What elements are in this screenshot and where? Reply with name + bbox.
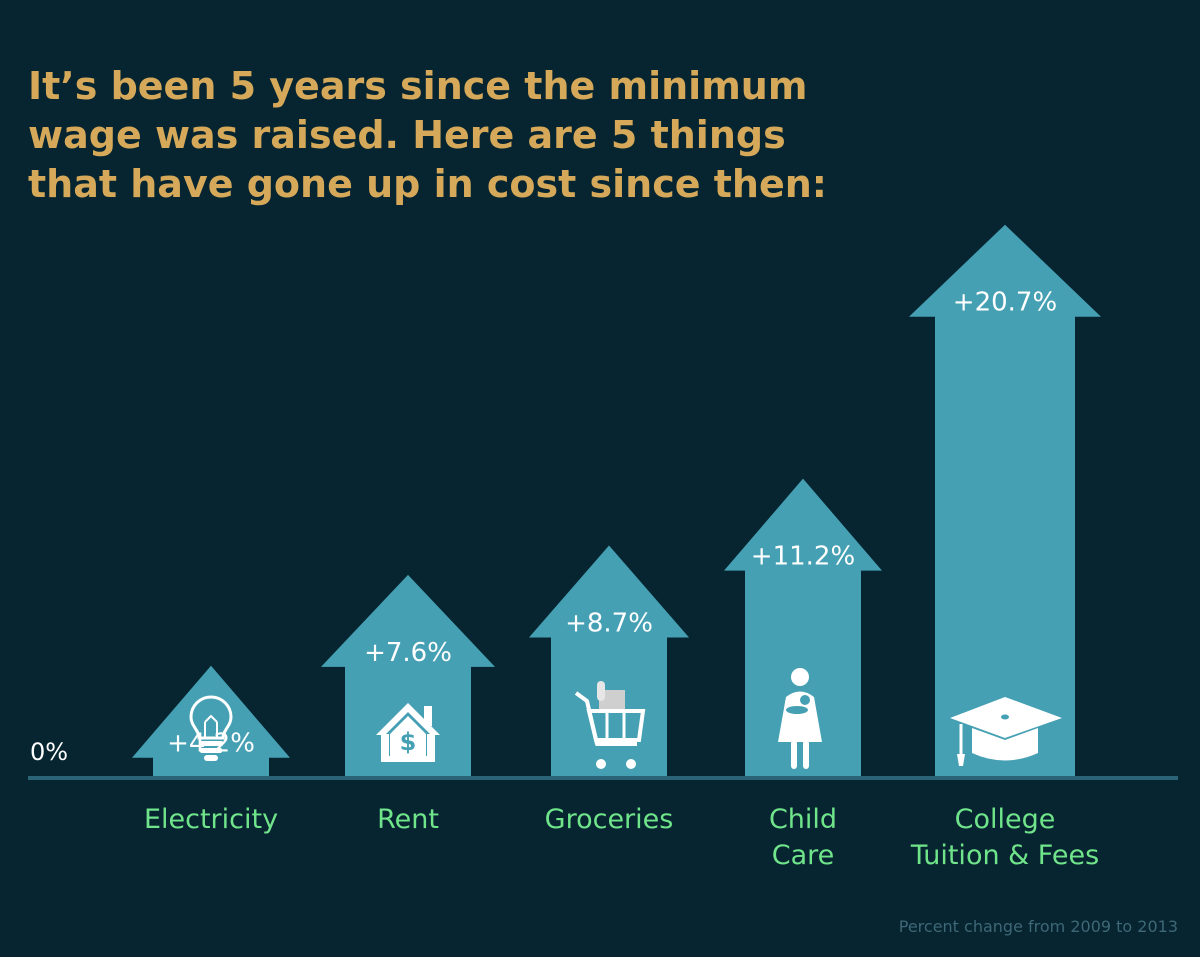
- bar-group: +4.2%Electricity: [132, 665, 290, 835]
- shopping-cart-icon: [574, 681, 646, 769]
- bar-group: +8.7% Groceries: [529, 545, 689, 835]
- bar-arrow: [909, 224, 1101, 776]
- bar-arrow: [724, 478, 882, 776]
- title-line: that have gone up in cost since then:: [28, 162, 827, 206]
- bar-group: +11.2% Child Care: [724, 478, 882, 871]
- category-label: College: [955, 804, 1056, 835]
- category-label: Rent: [377, 804, 439, 835]
- svg-text:$: $: [400, 728, 417, 756]
- bar-arrow: [321, 574, 495, 776]
- title-line: wage was raised. Here are 5 things: [28, 113, 786, 157]
- bar-value-label: +11.2%: [751, 542, 855, 572]
- category-label: Electricity: [144, 804, 278, 835]
- house-dollar-icon: $: [376, 703, 440, 762]
- mother-child-icon: [778, 668, 822, 769]
- bar-arrow: [529, 545, 689, 776]
- category-label: Care: [772, 840, 835, 871]
- category-label: Groceries: [545, 804, 674, 835]
- bar-group: +7.6% Rent $: [321, 574, 495, 835]
- baseline-zero-label: 0%: [30, 738, 69, 766]
- bar-value-label: +8.7%: [565, 608, 653, 638]
- category-label: Child: [769, 804, 837, 835]
- bar-group: +20.7% College Tuition & Fees: [909, 224, 1101, 871]
- source-note: Percent change from 2009 to 2013: [898, 917, 1178, 936]
- bar-arrow: [132, 665, 290, 776]
- title-line: It’s been 5 years since the minimum: [28, 64, 808, 108]
- chart-title: It’s been 5 years since the minimum wage…: [28, 62, 827, 209]
- bar-value-label: +20.7%: [953, 288, 1057, 318]
- category-label: Tuition & Fees: [910, 840, 1099, 871]
- bar-value-label: +7.6%: [364, 638, 452, 668]
- graduation-cap-icon: [950, 697, 1062, 766]
- lightbulb-icon: [189, 695, 233, 761]
